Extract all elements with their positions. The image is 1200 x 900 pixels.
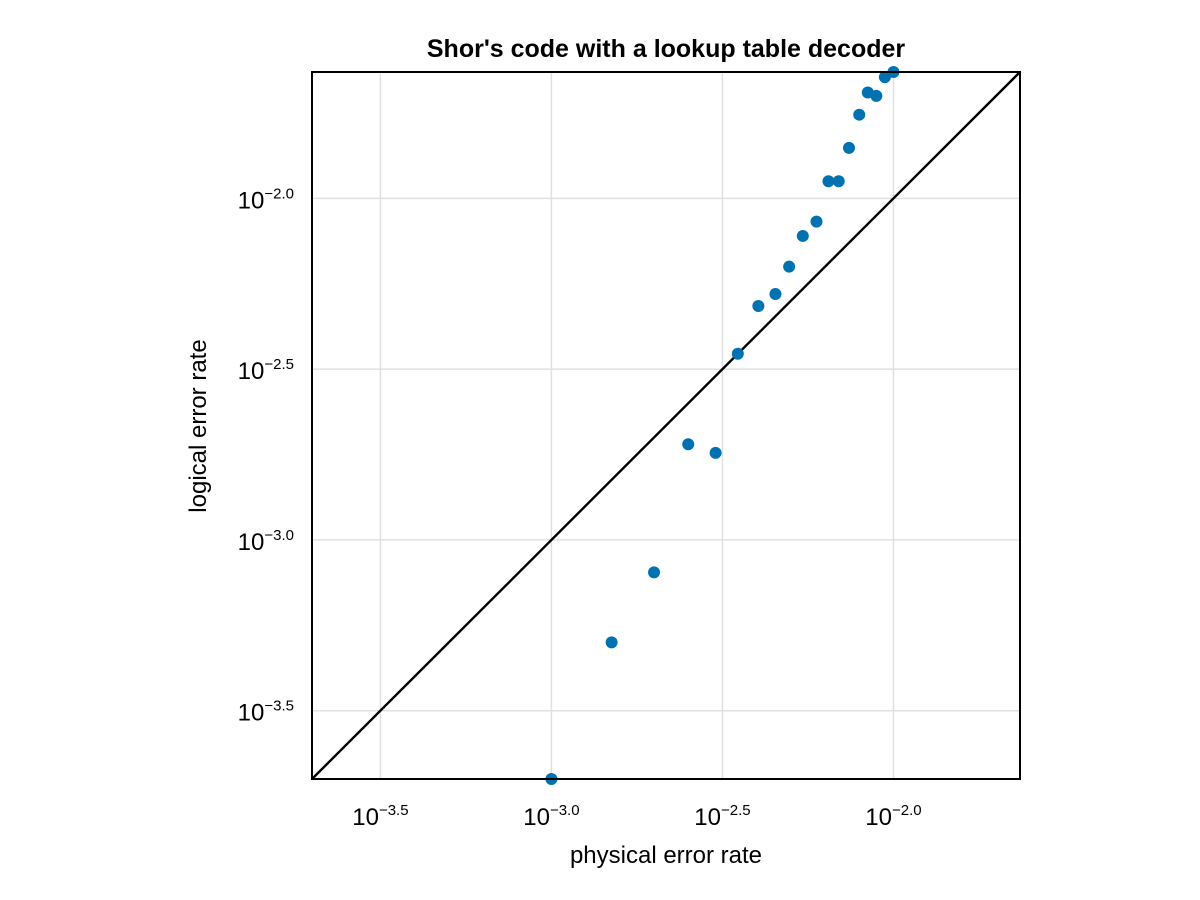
- data-point-4: [709, 446, 722, 459]
- data-point-9: [796, 229, 809, 242]
- y-axis-label: logical error rate: [185, 339, 212, 512]
- data-point-11: [822, 175, 835, 188]
- reference-line-y-equals-x: [311, 71, 1021, 780]
- x-tick-label-0: 10−3.5: [352, 802, 408, 831]
- y-tick-label-1: 10−3.0: [238, 527, 294, 556]
- data-point-16: [870, 89, 883, 102]
- data-points: [545, 66, 900, 785]
- data-point-12: [832, 175, 845, 188]
- grid: [312, 72, 1020, 779]
- y-tick-labels: 10−3.5 10−3.0 10−2.5 10−2.0: [238, 185, 294, 726]
- data-point-8: [783, 260, 796, 273]
- data-point-6: [752, 299, 765, 312]
- chart-title: Shor's code with a lookup table decoder: [427, 35, 906, 63]
- x-tick-label-1: 10−3.0: [523, 802, 579, 831]
- x-tick-label-2: 10−2.5: [694, 802, 750, 831]
- data-point-2: [648, 566, 661, 579]
- data-point-14: [853, 108, 866, 121]
- x-axis-label: physical error rate: [570, 842, 762, 869]
- data-point-13: [842, 141, 855, 154]
- x-tick-label-3: 10−2.0: [865, 802, 921, 831]
- data-point-1: [605, 636, 618, 649]
- data-point-10: [810, 215, 823, 228]
- data-point-7: [769, 288, 782, 301]
- data-point-5: [731, 347, 744, 360]
- y-tick-label-0: 10−3.5: [238, 698, 294, 727]
- plot-frame: [311, 71, 1021, 780]
- y-tick-label-2: 10−2.5: [238, 356, 294, 385]
- data-point-3: [682, 438, 695, 451]
- x-tick-labels: 10−3.5 10−3.0 10−2.5 10−2.0: [352, 802, 921, 831]
- y-tick-label-3: 10−2.0: [238, 185, 294, 214]
